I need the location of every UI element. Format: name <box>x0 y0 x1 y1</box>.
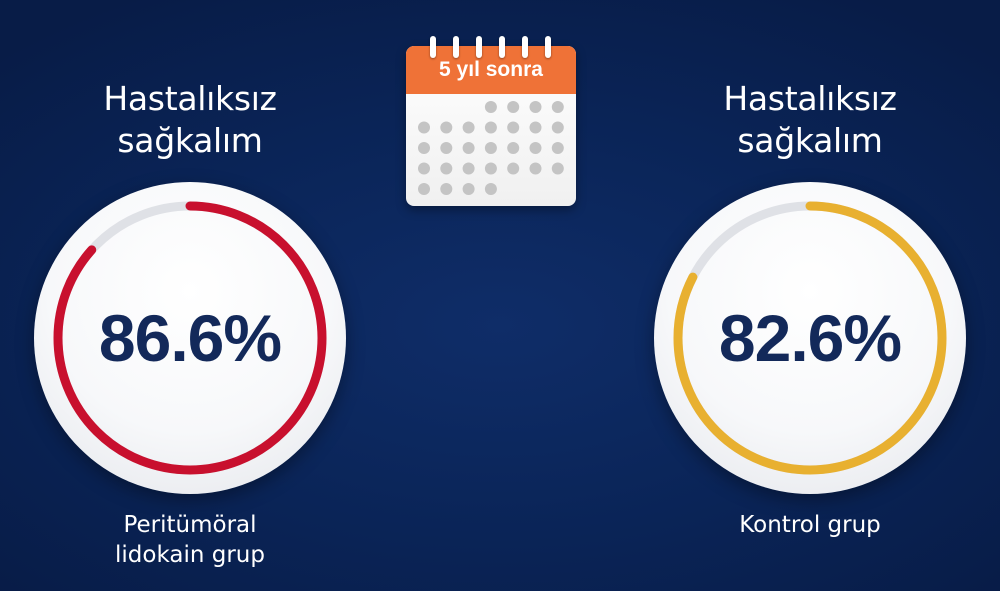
group-caption: Kontrol grup <box>640 510 980 540</box>
survival-percentage: 82.6% <box>718 301 902 375</box>
calendar-day-dot <box>529 101 542 113</box>
calendar-day-dot <box>507 121 520 134</box>
survival-gauge: 82.6% <box>654 182 966 494</box>
caption-line-1: Kontrol grup <box>739 512 881 538</box>
heading-line-1: Hastalıksız <box>103 79 277 118</box>
calendar-day-dot <box>507 101 520 113</box>
calendar-day-dot <box>507 142 520 154</box>
calendar-day-dot <box>418 121 430 134</box>
calendar-day-dot <box>440 121 453 134</box>
calendar-day-dot <box>418 162 430 175</box>
group-caption: Peritümöral lidokain grup <box>20 510 360 570</box>
calendar-day-dot <box>418 183 430 195</box>
calendar-day-dot <box>440 183 453 195</box>
calendar-day-dot <box>529 121 542 134</box>
gauge-arc <box>53 201 327 475</box>
calendar-day-dot <box>529 142 542 154</box>
calendar-day-dot <box>440 162 453 175</box>
calendar-day-dot <box>484 162 497 175</box>
calendar-day-dot <box>484 101 497 113</box>
gauge-ring <box>673 201 947 475</box>
gauge-arc <box>673 201 947 475</box>
calendar-ring <box>522 36 528 58</box>
calendar-day-dot <box>507 162 520 175</box>
calendar-day-dot <box>440 142 453 154</box>
calendar-ring <box>499 36 505 58</box>
calendar-day-dot <box>551 142 564 154</box>
heading-line-2: sağkalım <box>737 121 883 160</box>
calendar-days-grid <box>418 101 564 195</box>
calendar-day-dot <box>551 121 564 134</box>
calendar-ring <box>545 36 551 58</box>
calendar-ring <box>453 36 459 58</box>
caption-line-1: Peritümöral <box>123 512 257 538</box>
calendar-day-dot <box>462 142 475 154</box>
heading-line-2: sağkalım <box>117 121 263 160</box>
panel-heading: Hastalıksız sağkalım <box>640 78 980 162</box>
calendar-day-dot <box>462 183 475 195</box>
calendar-icon: 5 yıl sonra <box>406 36 576 206</box>
survival-percentage: 86.6% <box>98 301 282 375</box>
calendar-day-dot <box>484 121 497 134</box>
calendar-day-dot <box>529 162 542 175</box>
calendar-day-dot <box>462 121 475 134</box>
calendar-day-dot <box>484 183 497 195</box>
panel-lidocaine: Hastalıksız sağkalım 86.6% Peritümöral l… <box>20 0 360 591</box>
calendar-day-dot <box>551 101 564 113</box>
calendar-ring <box>476 36 482 58</box>
calendar-day-dot <box>418 142 430 154</box>
panel-control: Hastalıksız sağkalım 82.6% Kontrol grup <box>640 0 980 591</box>
gauge-ring <box>53 201 327 475</box>
calendar-day-dot <box>462 162 475 175</box>
survival-gauge: 86.6% <box>34 182 346 494</box>
heading-line-1: Hastalıksız <box>723 79 897 118</box>
caption-line-2: lidokain grup <box>115 542 265 568</box>
calendar-ring <box>430 36 436 58</box>
panel-heading: Hastalıksız sağkalım <box>20 78 360 162</box>
calendar-day-dot <box>551 162 564 175</box>
calendar-day-dot <box>484 142 497 154</box>
